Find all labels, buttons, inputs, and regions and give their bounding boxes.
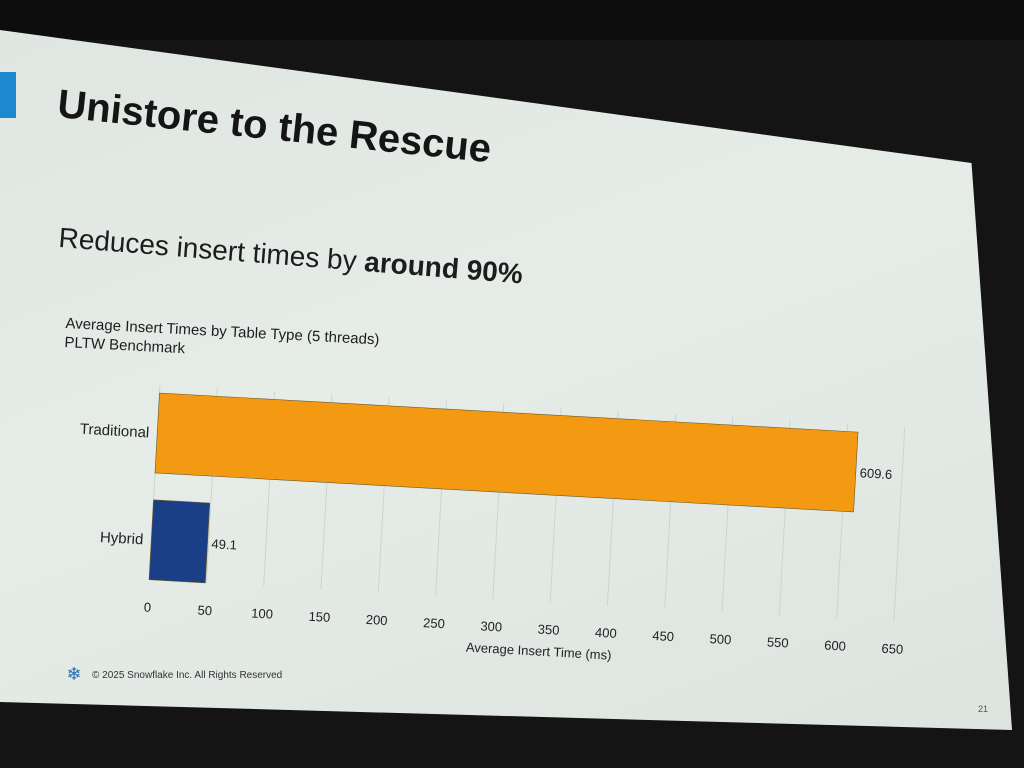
x-axis-label: Average Insert Time (ms) — [466, 640, 612, 663]
x-tick-label: 650 — [881, 641, 904, 657]
room-background — [0, 0, 1024, 40]
x-tick-label: 400 — [595, 625, 618, 641]
x-tick-label: 600 — [824, 638, 847, 654]
bar-traditional — [154, 392, 859, 513]
x-tick-label: 200 — [365, 612, 388, 628]
bar-hybrid — [148, 499, 211, 584]
x-tick-label: 450 — [652, 628, 675, 644]
x-tick-label: 150 — [308, 609, 331, 625]
category-label-hybrid: Hybrid — [100, 529, 144, 548]
slide-accent-bar — [0, 72, 16, 118]
x-tick-label: 500 — [709, 631, 732, 647]
x-tick-label: 50 — [197, 603, 212, 619]
presentation-slide — [0, 30, 1012, 730]
x-tick-label: 550 — [767, 634, 790, 650]
x-tick-label: 100 — [251, 606, 274, 622]
x-tick-label: 250 — [423, 615, 446, 631]
chart-plot-area: Traditional 609.6 Hybrid 49.1 0 50 100 150 200 25… — [79, 385, 906, 663]
data-label-traditional: 609.6 — [859, 465, 892, 482]
data-label-hybrid: 49.1 — [211, 536, 237, 552]
x-tick-label: 0 — [144, 600, 152, 615]
gridline — [893, 426, 906, 622]
x-tick-label: 300 — [480, 618, 503, 634]
snowflake-icon: ❄ — [66, 664, 82, 684]
x-tick-label: 350 — [537, 622, 560, 638]
category-label-traditional: Traditional — [79, 421, 149, 442]
footer-copyright: © 2025 Snowflake Inc. All Rights Reserve… — [92, 670, 283, 681]
page-number: 21 — [978, 704, 989, 714]
